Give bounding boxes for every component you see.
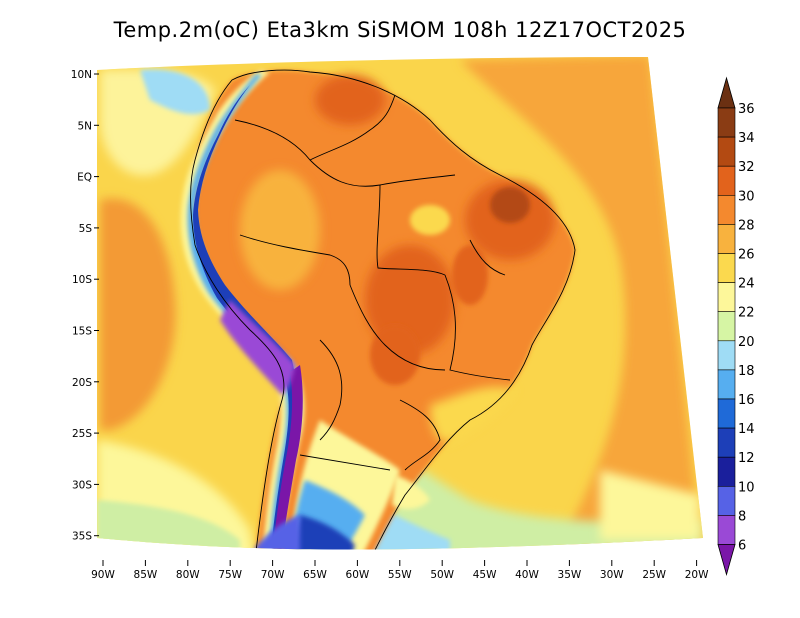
colorbar-label: 18	[738, 364, 755, 379]
colorbar-overflow-triangle	[717, 76, 736, 109]
lat-tick-label: 30S	[72, 479, 92, 491]
lat-tick-label: 10N	[71, 69, 92, 81]
temperature-field	[97, 57, 703, 550]
colorbar-label: 12	[738, 451, 755, 466]
lat-tick-label: 5N	[77, 120, 92, 132]
lon-tick-label: 25W	[642, 569, 666, 581]
colorbar-label: 14	[738, 422, 755, 437]
political-boundaries	[190, 69, 576, 550]
lon-tick-label: 45W	[473, 569, 497, 581]
colorbar-segment	[717, 107, 736, 138]
lat-tick-label: 25S	[72, 428, 92, 440]
lon-tick-label: 55W	[388, 569, 412, 581]
lat-tick-label: 20S	[72, 377, 92, 389]
colorbar-segment	[717, 340, 736, 371]
colorbar-label: 22	[738, 306, 755, 321]
colorbar-segment	[717, 427, 736, 458]
lon-tick-label: 30W	[600, 569, 624, 581]
colorbar-segment	[717, 195, 736, 225]
colorbar-label: 8	[738, 509, 746, 524]
latitude-axis: 10N 5N EQ 5S 10S 15S 20S 25S 30S 35S	[71, 69, 99, 543]
colorbar-label: 32	[738, 160, 755, 175]
colorbar-label: 34	[738, 131, 755, 146]
colorbar-segment	[717, 456, 736, 487]
colorbar-label: 16	[738, 393, 755, 408]
lon-tick-label: 65W	[303, 569, 327, 581]
colorbar-segment	[717, 515, 736, 545]
colorbar-segment	[717, 369, 736, 400]
colorbar-label: 28	[738, 218, 755, 233]
lat-tick-label: 35S	[72, 531, 92, 543]
lat-tick-label: EQ	[77, 172, 92, 184]
colorbar-segment	[717, 311, 736, 342]
colorbar-segment	[717, 165, 736, 196]
lon-tick-label: 70W	[261, 569, 285, 581]
lon-tick-label: 75W	[218, 569, 242, 581]
lon-tick-label: 50W	[430, 569, 454, 581]
colorbar-label: 20	[738, 335, 755, 350]
lat-tick-label: 5S	[79, 223, 93, 235]
map-title: Temp.2m(oC) Eta3km SiSMOM 108h 12Z17OCT2…	[113, 18, 687, 42]
lon-tick-label: 90W	[91, 569, 115, 581]
colorbar-label: 10	[738, 480, 755, 495]
colorbar-label: 6	[738, 539, 746, 554]
colorbar-label: 24	[738, 277, 755, 292]
colorbar-label: 36	[738, 102, 755, 117]
lon-tick-label: 40W	[515, 569, 539, 581]
lon-tick-label: 20W	[685, 569, 709, 581]
lon-tick-label: 85W	[134, 569, 158, 581]
longitude-axis: 90W 85W 80W 75W 70W 65W 60W 55W 50W 45W 40W 35W 30W 2…	[91, 560, 709, 581]
lat-tick-label: 15S	[72, 326, 92, 338]
colorbar: 36 34 32 30 28 26 24 22 20 18 16 14 12 10 8 6	[717, 76, 755, 576]
land-temperature	[190, 70, 575, 550]
colorbar-segment	[717, 485, 736, 516]
lon-tick-label: 60W	[346, 569, 370, 581]
colorbar-label: 30	[738, 189, 755, 204]
colorbar-segment	[717, 398, 736, 429]
lat-tick-label: 10S	[72, 274, 92, 286]
lon-tick-label: 35W	[558, 569, 582, 581]
colorbar-underflow-triangle	[717, 544, 736, 576]
andes-cold-ridge	[180, 70, 305, 550]
colorbar-label: 26	[738, 248, 755, 263]
colorbar-segment	[717, 136, 736, 167]
colorbar-segment	[717, 282, 736, 313]
colorbar-segment	[717, 224, 736, 254]
lon-tick-label: 80W	[176, 569, 200, 581]
colorbar-segment	[717, 253, 736, 283]
